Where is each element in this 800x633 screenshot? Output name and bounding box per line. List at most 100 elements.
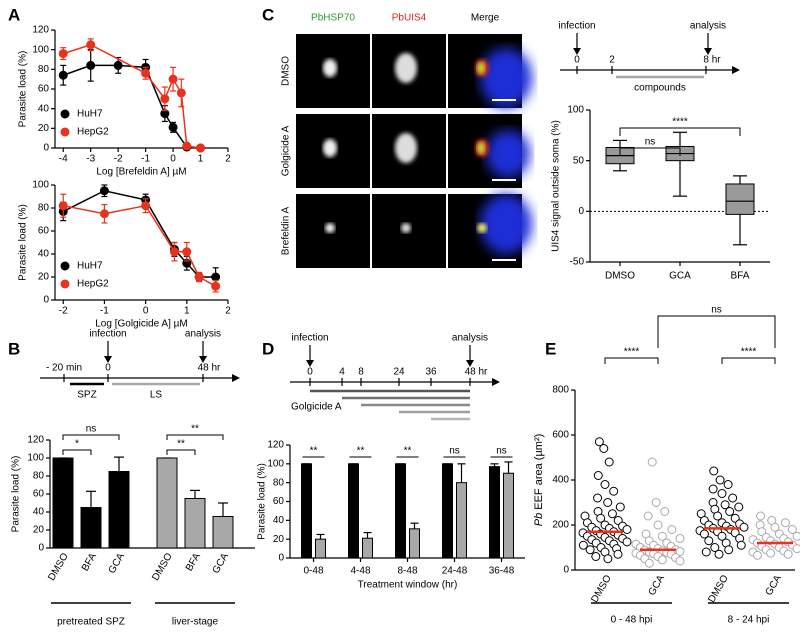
x-tick-label: BFA	[184, 551, 203, 573]
event-arrowhead	[306, 360, 314, 367]
data-point	[780, 518, 790, 528]
significance: ****	[619, 117, 741, 136]
bar	[184, 498, 206, 549]
y-tick-label: 20	[273, 534, 285, 545]
legend-label: HepG2	[77, 127, 109, 138]
parasite	[395, 53, 417, 83]
data-point	[99, 209, 109, 219]
y-tick-label: -50	[570, 257, 585, 268]
x-tick-label: BFA	[80, 551, 99, 573]
parasite	[323, 59, 337, 77]
x-tick-label: DMSO	[46, 551, 71, 583]
data-point	[723, 480, 733, 489]
data-point	[734, 502, 744, 512]
micrograph	[372, 34, 446, 108]
x-tick-label: DMSO	[605, 271, 635, 282]
image-column-label: PbUIS4	[392, 13, 427, 24]
x-tick-label: 24-48	[442, 566, 468, 577]
y-tick-label: 0	[278, 553, 284, 564]
data-point	[168, 122, 178, 132]
data-point	[752, 550, 762, 560]
image-column-label: PbHSP70	[311, 13, 355, 24]
y-tick-label: 60	[38, 84, 50, 95]
data-point	[787, 525, 797, 534]
significance-label: ns	[86, 424, 97, 435]
data-point	[160, 94, 170, 104]
data-point	[675, 534, 685, 543]
x-tick-label: DMSO	[150, 551, 175, 583]
parasite	[477, 223, 487, 233]
timeline-tick-label: 4	[339, 367, 345, 378]
data-point	[783, 549, 793, 559]
significance-label: **	[177, 439, 185, 450]
data-point	[141, 68, 151, 78]
x-tick-label: -4	[59, 154, 68, 165]
timeline-tick-label: 48 hr	[198, 363, 221, 374]
error-bar	[457, 463, 466, 483]
timeline-tick-label: 0	[307, 367, 313, 378]
event-arrowhead	[704, 48, 712, 55]
error-bar	[316, 533, 325, 540]
legend-marker	[60, 127, 70, 137]
data-point	[701, 547, 711, 557]
y-tick-label: 100	[567, 105, 584, 116]
data-point	[667, 525, 677, 534]
data-point	[182, 141, 192, 151]
timeline-tick-label: 2	[609, 55, 615, 66]
event-arrowhead	[104, 356, 112, 363]
image-column-label: Merge	[471, 13, 500, 24]
y-tick-label: 40	[273, 515, 285, 526]
bracket	[62, 434, 120, 440]
parasite	[323, 139, 337, 157]
data-point	[728, 493, 738, 503]
group-label: 8 - 24 hpi	[728, 615, 770, 626]
error-bar	[86, 490, 96, 508]
x-axis-label: Log [Golgicide A] µM	[95, 319, 187, 330]
significance-label: ns	[711, 305, 722, 316]
bar	[348, 463, 359, 559]
data-point	[615, 502, 625, 512]
significance: ns	[657, 305, 776, 348]
micrograph	[448, 34, 532, 108]
bar	[362, 537, 373, 559]
significance: ****	[721, 347, 776, 364]
legend-label: HuH7	[77, 261, 103, 272]
event-arrowhead	[466, 360, 474, 367]
x-tick-label: GCA	[647, 573, 668, 598]
data-point	[725, 507, 735, 516]
timeline-arrowhead	[232, 374, 240, 382]
y-tick-label: 100	[267, 458, 284, 469]
x-tick-label: DMSO	[589, 573, 614, 605]
y-tick-label: 80	[38, 203, 50, 214]
legend-marker	[60, 109, 70, 119]
x-tick-label: 4-48	[350, 566, 370, 577]
x-axis-label: Treatment window (hr)	[358, 580, 458, 591]
bar	[456, 482, 467, 559]
y-tick-label: 50	[573, 155, 585, 166]
data-point	[593, 493, 603, 503]
data-point	[792, 531, 800, 541]
y-tick-label: 40	[38, 103, 50, 114]
data-point	[622, 525, 632, 534]
bar	[503, 472, 514, 559]
group-label: liver-stage	[172, 617, 219, 628]
y-tick-label: 40	[38, 249, 50, 260]
data-point	[194, 272, 204, 282]
legend-label: HepG2	[77, 279, 109, 290]
significance: ns	[62, 424, 120, 440]
y-tick-label: 600	[552, 430, 569, 441]
y-axis-label: Parasite load (%)	[257, 463, 268, 540]
x-tick-label: 0	[143, 306, 149, 317]
data-point	[660, 507, 670, 516]
data-point	[715, 475, 725, 485]
panel-label: D	[262, 339, 274, 358]
x-tick-label: -2	[114, 154, 123, 165]
data-point	[653, 520, 663, 530]
data-point	[622, 537, 632, 547]
y-tick-label: 20	[33, 525, 45, 536]
data-point	[176, 88, 186, 98]
y-tick-label: 100	[27, 453, 44, 464]
group-label: pretreated SPZ	[57, 617, 125, 628]
timeline-tick-label: 8	[358, 367, 364, 378]
